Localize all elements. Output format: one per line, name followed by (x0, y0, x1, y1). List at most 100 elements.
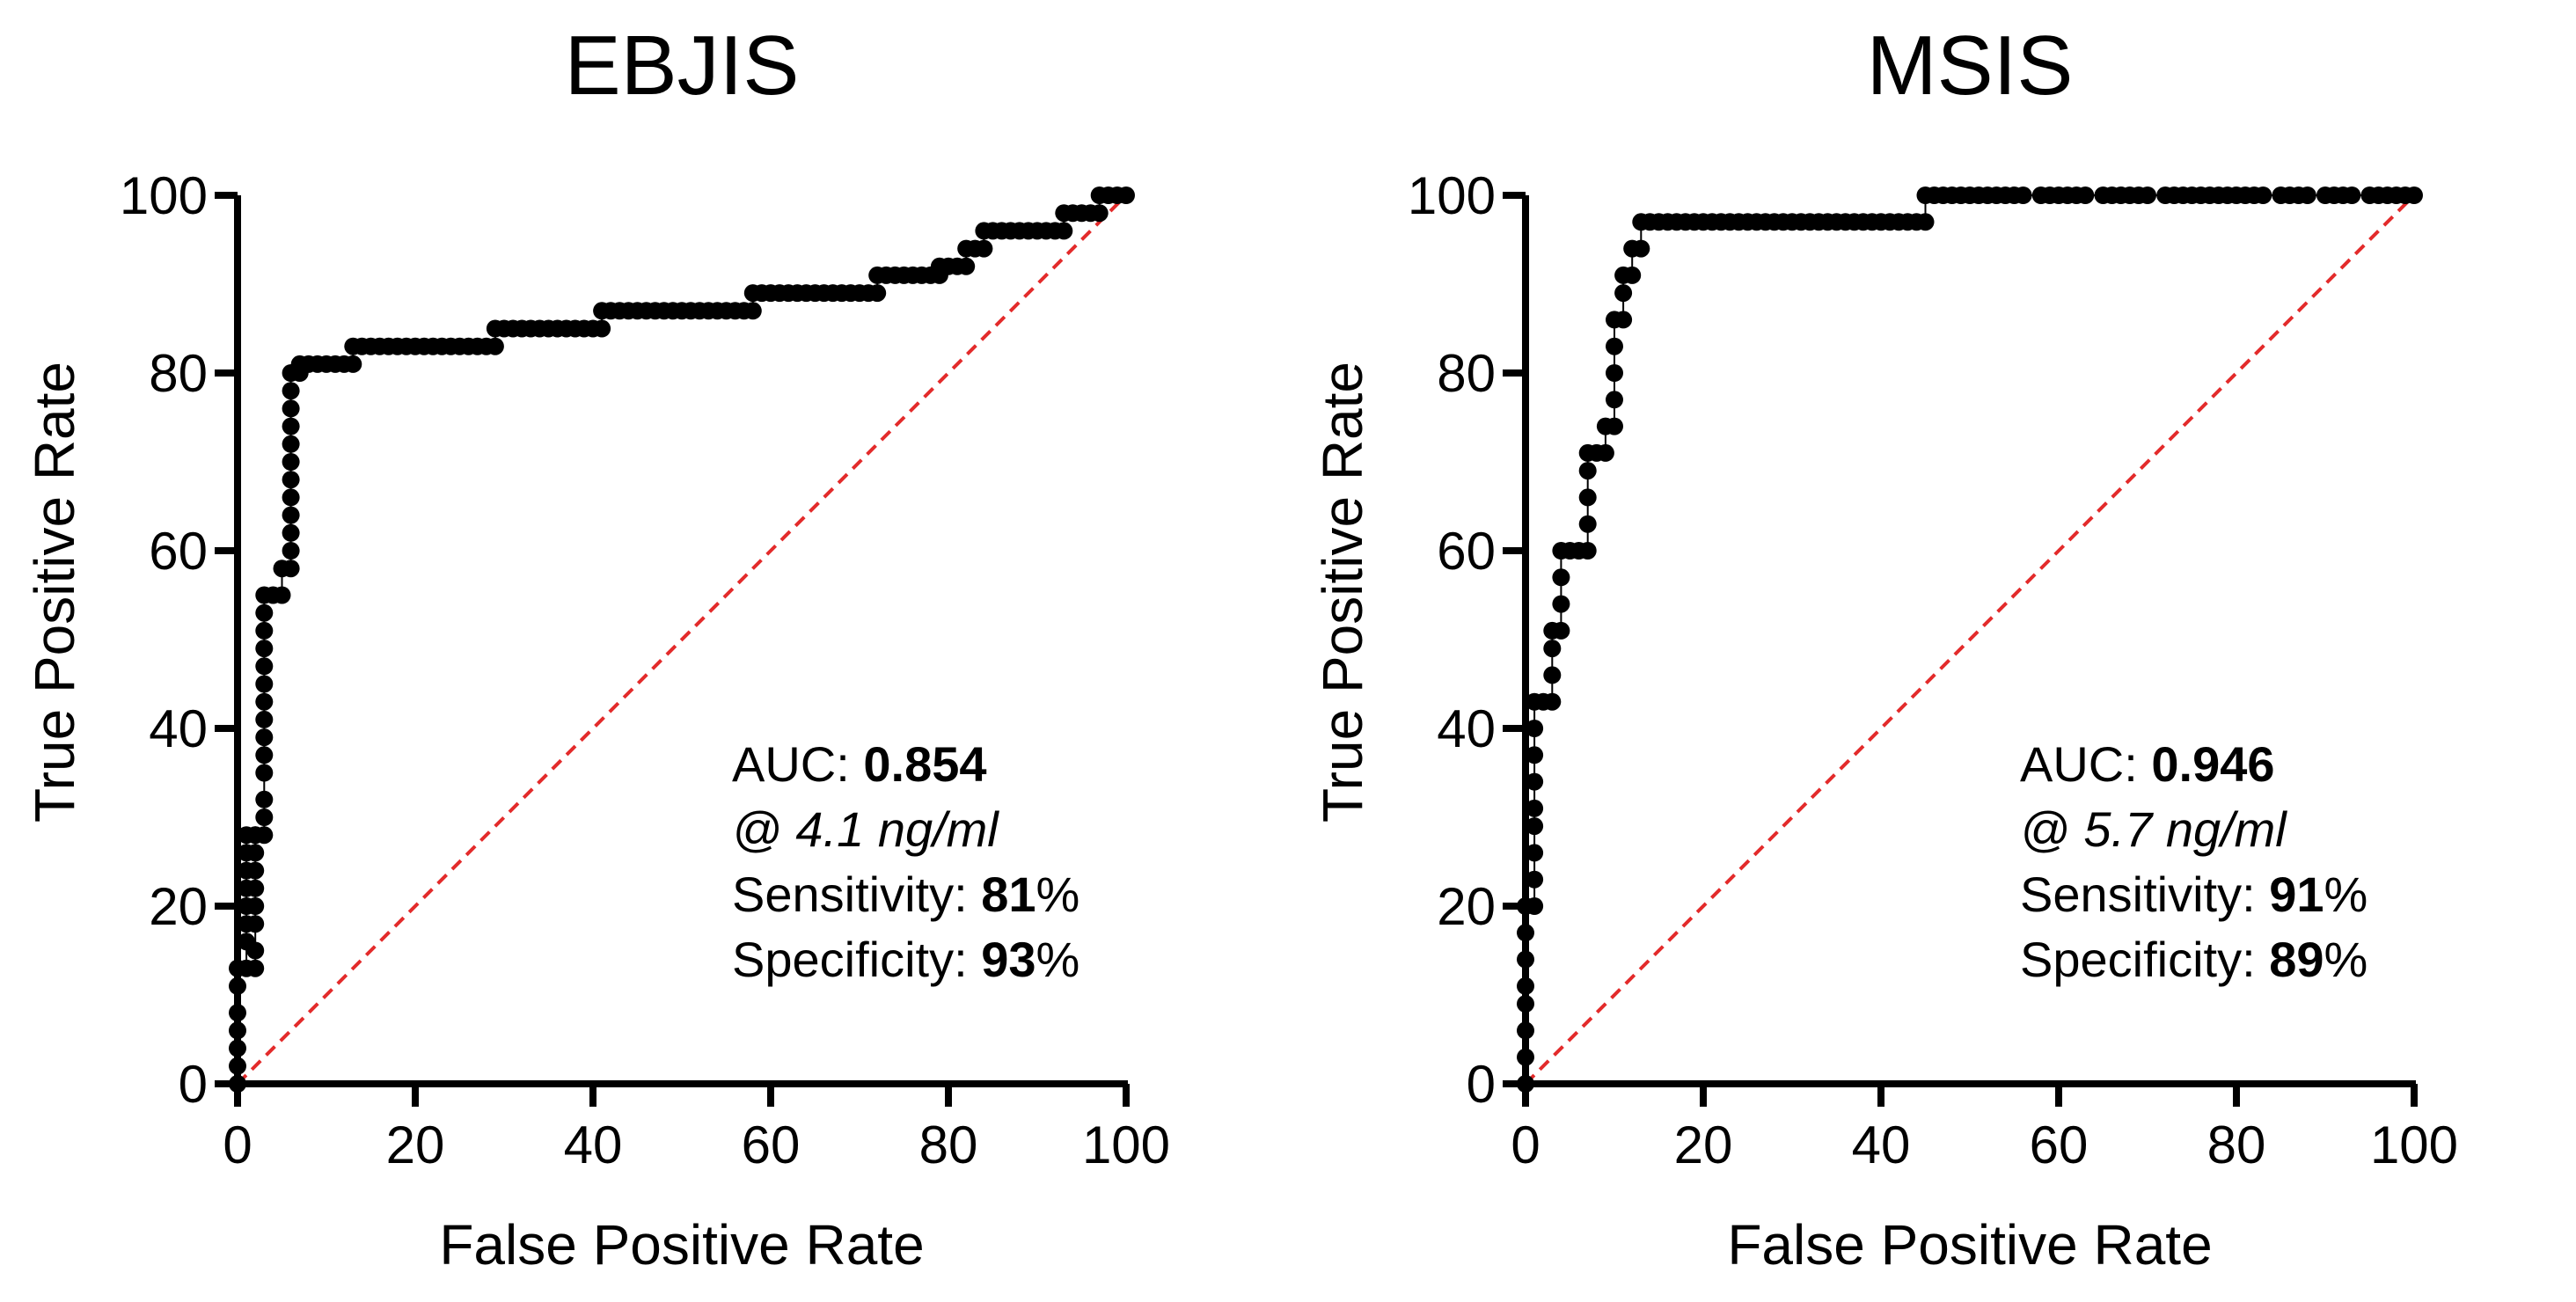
roc-point (229, 1021, 246, 1040)
x-tick-label: 60 (742, 1115, 801, 1174)
roc-plot-ebjis: 0 20 40 60 80 100 0 20 40 60 80 100 (120, 166, 1170, 1174)
roc-point (1596, 443, 1614, 462)
roc-point (282, 435, 300, 453)
roc-chart-ebjis: EBJIS 0 20 40 60 80 100 0 20 40 60 80 100 True Posi… (23, 18, 1170, 1276)
roc-point (255, 728, 274, 747)
roc-point (255, 657, 274, 676)
roc-point (1526, 817, 1544, 836)
x-axis-label: False Positive Rate (439, 1213, 925, 1276)
y-tick-label: 40 (1437, 699, 1496, 758)
roc-point (1517, 950, 1534, 969)
auc-label: AUC: (2020, 736, 2138, 792)
auc-line: AUC: 0.854 (732, 732, 1079, 797)
roc-point (1543, 666, 1562, 684)
x-tick-label: 100 (1082, 1115, 1170, 1174)
y-tick-label: 80 (1437, 344, 1496, 403)
roc-point (1632, 239, 1650, 258)
y-tick-label: 100 (120, 166, 208, 225)
roc-point (957, 257, 976, 275)
cutoff-value: @ 4.1 ng/ml (732, 801, 999, 857)
roc-point (1517, 1048, 1534, 1066)
x-tick-label: 40 (564, 1115, 623, 1174)
y-axis-label: True Positive Rate (1311, 361, 1374, 823)
roc-point (1517, 1021, 1534, 1040)
roc-point (1623, 266, 1642, 284)
auc-value: 0.946 (2151, 736, 2275, 792)
specificity-label: Specificity: (2020, 932, 2256, 987)
auc-value: 0.854 (863, 736, 987, 792)
roc-plot-msis: 0 20 40 60 80 100 0 20 40 60 80 100 (1408, 166, 2458, 1174)
x-tick-label: 80 (919, 1115, 978, 1174)
roc-point (1543, 640, 1562, 658)
roc-point (1552, 621, 1570, 640)
y-tick-label: 60 (1437, 522, 1496, 581)
roc-point (1578, 462, 1597, 480)
y-tick-label: 80 (149, 344, 208, 403)
x-tick-label: 20 (386, 1115, 445, 1174)
cutoff-line: @ 5.7 ng/ml (2020, 797, 2367, 862)
y-tick-label: 0 (1467, 1055, 1496, 1114)
reference-diagonal-line (236, 194, 1128, 1086)
roc-point (1526, 897, 1544, 915)
roc-point (246, 915, 265, 933)
roc-point (1117, 187, 1135, 204)
roc-point (246, 941, 265, 960)
roc-point (229, 1075, 246, 1093)
roc-point (1614, 311, 1633, 329)
roc-point (975, 239, 993, 258)
roc-point (2405, 187, 2423, 204)
x-tick-label: 100 (2370, 1115, 2458, 1174)
auc-annotation: AUC: 0.854 @ 4.1 ng/ml Sensitivity: 81% … (732, 732, 1079, 992)
roc-point (229, 976, 246, 995)
roc-point (1517, 1075, 1534, 1093)
auc-annotation: AUC: 0.946 @ 5.7 ng/ml Sensitivity: 91% … (2020, 732, 2367, 992)
roc-point (1614, 284, 1633, 303)
roc-point (255, 826, 274, 845)
roc-point (1517, 924, 1534, 942)
roc-point (2014, 187, 2032, 204)
cutoff-line: @ 4.1 ng/ml (732, 797, 1079, 862)
sensitivity-value: 91 (2269, 867, 2324, 922)
roc-point (255, 692, 274, 711)
sensitivity-line: Sensitivity: 91% (2020, 862, 2367, 927)
x-tick-label: 40 (1852, 1115, 1911, 1174)
roc-point (1526, 799, 1544, 817)
chart-title: EBJIS (564, 18, 800, 113)
roc-point (1526, 870, 1544, 889)
roc-point (255, 764, 274, 782)
roc-point (1090, 204, 1109, 223)
y-tick-label: 0 (179, 1055, 208, 1114)
roc-point (255, 675, 274, 693)
percent-sign: % (2324, 932, 2368, 987)
roc-point (593, 319, 611, 338)
roc-point (1606, 417, 1623, 435)
roc-point (1552, 568, 1570, 587)
roc-point (2139, 187, 2156, 204)
chart-title: MSIS (1866, 18, 2074, 113)
roc-point (255, 746, 274, 764)
roc-point (486, 337, 504, 355)
roc-point (246, 897, 265, 915)
specificity-line: Specificity: 93% (732, 927, 1079, 992)
roc-point (282, 471, 300, 489)
x-axis-label: False Positive Rate (1727, 1213, 2213, 1276)
roc-point (282, 542, 300, 560)
percent-sign: % (1036, 867, 1080, 922)
roc-point (2076, 187, 2095, 204)
cutoff-value: @ 5.7 ng/ml (2020, 801, 2287, 857)
roc-point (255, 710, 274, 728)
roc-point (2343, 187, 2361, 204)
y-tick-label: 40 (149, 699, 208, 758)
sensitivity-line: Sensitivity: 81% (732, 862, 1079, 927)
auc-label: AUC: (732, 736, 850, 792)
x-tick-label: 60 (2030, 1115, 2089, 1174)
specificity-line: Specificity: 89% (2020, 927, 2367, 992)
auc-line: AUC: 0.946 (2020, 732, 2367, 797)
roc-point (246, 879, 265, 897)
roc-point (1526, 746, 1544, 764)
roc-point (282, 560, 300, 578)
roc-point (246, 861, 265, 880)
roc-point (255, 621, 274, 640)
y-tick-label: 100 (1408, 166, 1496, 225)
roc-point (1526, 844, 1544, 862)
